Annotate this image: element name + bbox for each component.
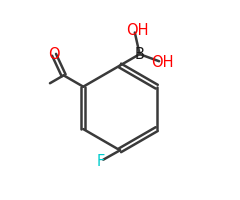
Text: B: B — [135, 47, 144, 62]
Text: F: F — [96, 154, 104, 169]
Text: O: O — [48, 47, 60, 62]
Text: OH: OH — [126, 23, 149, 38]
Text: OH: OH — [151, 55, 173, 70]
